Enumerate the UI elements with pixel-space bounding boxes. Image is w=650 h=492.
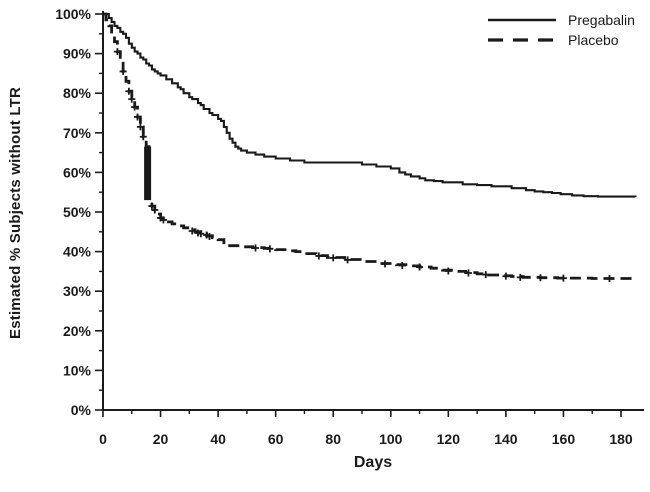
censor-mark xyxy=(444,267,452,275)
censor-mark xyxy=(464,269,472,277)
censor-mark xyxy=(136,123,144,131)
censor-mark xyxy=(536,274,544,282)
censor-mark xyxy=(197,230,205,238)
censor-mark xyxy=(516,273,524,281)
y-tick-label: 90% xyxy=(63,46,92,62)
censor-mark xyxy=(416,263,424,271)
y-tick-label: 80% xyxy=(63,85,92,101)
censor-mark xyxy=(205,233,213,241)
censor-mark xyxy=(188,227,196,235)
censor-mark xyxy=(148,202,156,210)
y-tick-label: 50% xyxy=(63,204,92,220)
censor-mark xyxy=(151,206,159,214)
censor-mark xyxy=(502,272,510,280)
censor-mark xyxy=(482,271,490,279)
x-tick-label: 160 xyxy=(552,431,576,447)
censor-mark xyxy=(159,216,167,224)
censor-mark xyxy=(252,244,260,252)
legend: Pregabalin Placebo xyxy=(486,10,635,50)
x-tick-label: 140 xyxy=(494,431,518,447)
x-tick-label: 80 xyxy=(325,431,341,447)
censor-mark xyxy=(119,67,127,75)
censor-mark xyxy=(315,252,323,260)
censor-mark xyxy=(605,275,613,283)
censor-mark xyxy=(113,48,121,56)
x-tick-label: 0 xyxy=(99,431,107,447)
censor-mark xyxy=(131,103,139,111)
x-tick-label: 60 xyxy=(268,431,284,447)
censor-mark xyxy=(344,256,352,264)
x-tick-label: 20 xyxy=(153,431,169,447)
x-tick-label: 120 xyxy=(437,431,461,447)
legend-label-pregabalin: Pregabalin xyxy=(568,12,635,28)
y-tick-label: 10% xyxy=(63,362,92,378)
censor-mark xyxy=(125,87,133,95)
legend-item-pregabalin: Pregabalin xyxy=(486,10,635,30)
y-tick-label: 20% xyxy=(63,323,92,339)
y-tick-label: 30% xyxy=(63,283,92,299)
y-axis-title: Estimated % Subjects without LTR xyxy=(7,87,24,339)
pregabalin-curve xyxy=(103,12,637,198)
dashed-line-sample xyxy=(488,38,556,42)
placebo-curve xyxy=(103,12,637,280)
y-tick-label: 0% xyxy=(71,402,92,418)
y-tick-label: 100% xyxy=(55,6,91,22)
y-tick-label: 60% xyxy=(63,164,92,180)
y-tick-label: 70% xyxy=(63,125,92,141)
censor-mark xyxy=(134,113,142,121)
censor-mark xyxy=(128,95,136,103)
censor-mark xyxy=(381,260,389,268)
y-tick-label: 40% xyxy=(63,244,92,260)
x-tick-label: 40 xyxy=(210,431,226,447)
censor-mark xyxy=(559,274,567,282)
solid-line-sample xyxy=(488,18,556,22)
legend-label-placebo: Placebo xyxy=(568,32,619,48)
x-tick-label: 180 xyxy=(609,431,633,447)
censor-mark xyxy=(398,261,406,269)
x-axis-title: Days xyxy=(353,454,393,471)
legend-item-placebo: Placebo xyxy=(486,30,635,50)
censor-mark xyxy=(329,254,337,262)
censor-mark xyxy=(266,245,274,253)
x-tick-label: 100 xyxy=(379,431,403,447)
censor-mark xyxy=(139,133,147,141)
